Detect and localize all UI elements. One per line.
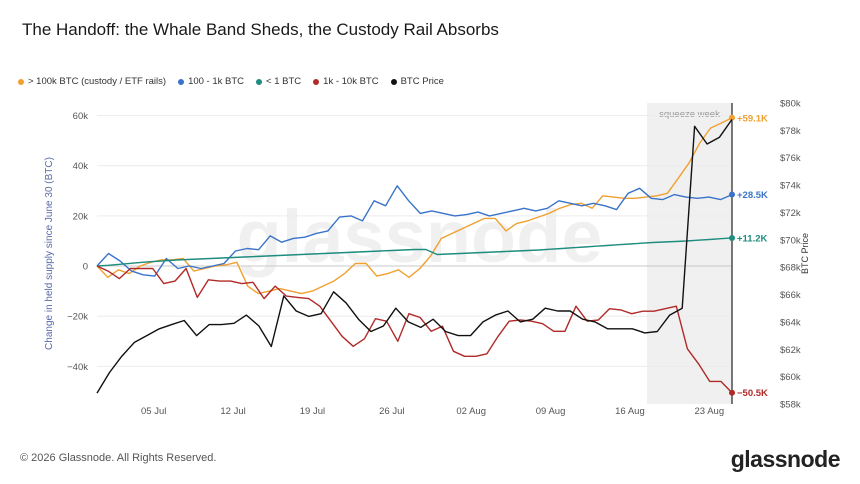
legend-item: 100 - 1k BTC <box>178 76 244 87</box>
legend-item: > 100k BTC (custody / ETF rails) <box>18 76 166 87</box>
y2-tick-label: $68k <box>780 263 801 274</box>
legend-swatch <box>178 78 185 85</box>
shaded-region-label: squeeze week <box>659 109 720 120</box>
chart-title: The Handoff: the Whale Band Sheds, the C… <box>22 20 499 39</box>
brand-logo: glassnode <box>730 446 841 472</box>
y2-tick-label: $60k <box>780 372 801 383</box>
series-end-marker <box>729 234 735 241</box>
y-tick-label: 0 <box>83 262 88 273</box>
legend-label: 100 - 1k BTC <box>188 76 245 87</box>
y-tick-label: 60k <box>73 111 89 122</box>
y-tick-label: 40k <box>73 161 89 172</box>
legend-label: BTC Price <box>400 76 444 87</box>
x-tick-label: 16 Aug <box>615 406 645 417</box>
y2-tick-label: $76k <box>780 153 801 164</box>
y-axis-title: Change in held supply since June 30 (BTC… <box>44 157 55 350</box>
y2-tick-label: $78k <box>780 126 801 137</box>
y2-tick-label: $74k <box>780 181 801 192</box>
y2-tick-label: $70k <box>780 235 801 246</box>
series-end-marker <box>729 114 735 121</box>
x-tick-label: 09 Aug <box>536 406 566 417</box>
copyright-text: © 2026 Glassnode. All Rights Reserved. <box>20 452 217 464</box>
x-tick-label: 26 Jul <box>379 406 404 417</box>
y2-axis-title: BTC Price <box>800 233 810 274</box>
legend-swatch <box>390 78 397 85</box>
y2-tick-label: $62k <box>780 345 801 356</box>
chart-legend: > 100k BTC (custody / ETF rails) 100 - 1k… <box>18 76 444 87</box>
legend-label: 1k - 10k BTC <box>323 76 379 87</box>
legend-item: < 1 BTC <box>256 76 301 87</box>
y2-tick-label: $80k <box>780 99 801 110</box>
series-end-label: +11.2K <box>737 233 768 244</box>
y2-tick-label: $64k <box>780 317 801 328</box>
y2-tick-label: $66k <box>780 290 801 301</box>
legend-swatch <box>256 78 263 85</box>
series-line-1k-10k-btc <box>96 265 733 394</box>
series-end-label: +28.5K <box>737 190 768 201</box>
x-tick-label: 23 Aug <box>695 406 725 417</box>
legend-item: 1k - 10k BTC <box>313 76 379 87</box>
y-tick-label: −20k <box>67 312 88 323</box>
y-tick-label: 20k <box>73 211 89 222</box>
legend-swatch <box>313 78 320 85</box>
shaded-region <box>646 103 732 404</box>
legend-swatch <box>18 78 24 85</box>
x-tick-label: 02 Aug <box>456 406 486 417</box>
y-tick-label: −40k <box>67 362 88 373</box>
x-tick-label: 19 Jul <box>300 406 325 417</box>
y2-tick-label: $72k <box>780 208 801 219</box>
series-end-marker <box>729 191 735 198</box>
series-line-100-1k-btc <box>96 185 733 277</box>
series-end-label: −50.5K <box>737 388 768 399</box>
y2-tick-label: $58k <box>780 400 801 411</box>
series-end-label: +59.1K <box>737 113 768 124</box>
legend-label: > 100k BTC (custody / ETF rails) <box>28 76 167 87</box>
series-end-marker <box>729 389 735 396</box>
series-line-btc-price <box>96 118 733 394</box>
legend-label: < 1 BTC <box>266 76 302 87</box>
watermark-text: glassnode <box>237 195 603 278</box>
x-tick-label: 05 Jul <box>141 406 166 417</box>
series-line-100k-btc-custody-etf-rails <box>96 117 733 295</box>
legend-item: BTC Price <box>390 76 444 87</box>
series-line-1-btc <box>96 237 733 267</box>
x-tick-label: 12 Jul <box>220 406 245 417</box>
